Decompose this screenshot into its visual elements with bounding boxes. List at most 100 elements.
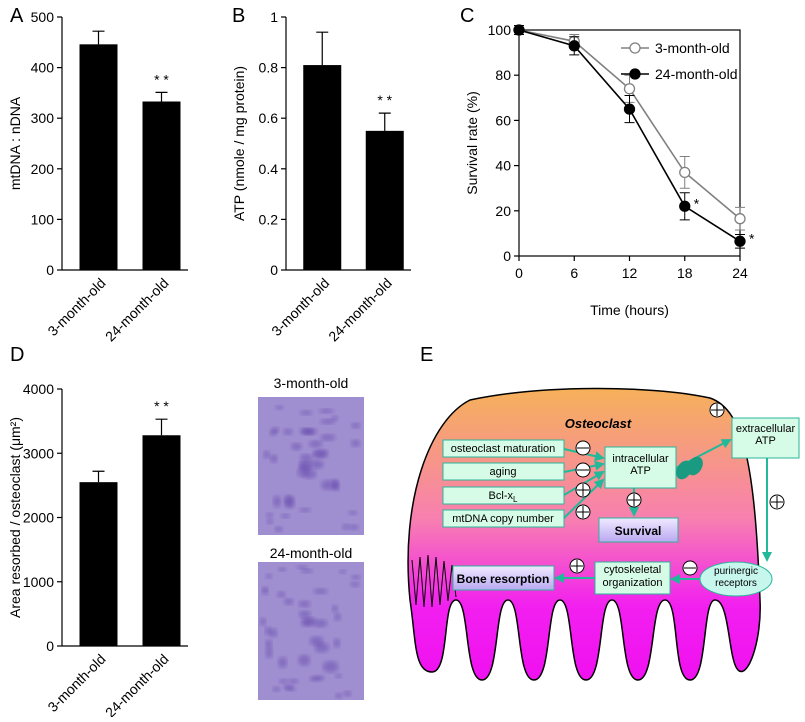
stain (298, 654, 311, 666)
error-bar (378, 112, 391, 131)
stain (298, 507, 312, 513)
stain (266, 518, 274, 525)
stain (269, 454, 278, 463)
x-tick-label: 18 (677, 265, 693, 281)
error-bar (155, 91, 168, 102)
node-wrap: purinergic receptors (714, 566, 758, 589)
stain (301, 428, 315, 435)
y-tick-label: 0 (46, 638, 54, 654)
stain (349, 524, 359, 530)
legend-label: 24-month-old (655, 66, 738, 82)
legend-marker (629, 42, 641, 54)
stain (275, 405, 284, 410)
node (452, 565, 555, 591)
bar (79, 482, 118, 646)
y-tick-label: 300 (31, 110, 55, 126)
stain (278, 656, 288, 669)
panel-letter: D (10, 344, 24, 366)
annotation: * (749, 230, 755, 246)
node-wrap: extracellular ATP (735, 423, 796, 447)
legend-marker (629, 68, 641, 80)
stain (342, 524, 351, 530)
panel-letter: E (420, 344, 433, 366)
stain (291, 442, 302, 451)
stain (313, 449, 329, 458)
x-tick-label: 24-month-old (102, 651, 172, 717)
stain (264, 626, 272, 636)
arrows (554, 439, 772, 584)
x-tick-label: 3-month-old (44, 651, 108, 715)
stain (313, 588, 328, 595)
annotation: * * (154, 71, 169, 87)
y-tick-label: 100 (488, 22, 512, 38)
stain (296, 565, 309, 570)
x-tick-label: 24-month-old (325, 275, 395, 345)
stain (348, 510, 358, 516)
line (518, 29, 741, 242)
y-tick-label: 0.6 (259, 110, 279, 126)
y-tick-label: 60 (495, 112, 511, 128)
annotation: * * (377, 92, 392, 108)
stain (300, 453, 313, 463)
node (442, 439, 565, 458)
stain (300, 568, 314, 574)
stain (350, 581, 360, 588)
node (442, 486, 565, 505)
x-tick-label: 3-month-old (268, 275, 332, 339)
node-label: extracellular ATP (735, 423, 796, 447)
micrographs: 3-month-old 24-month-old (258, 375, 364, 700)
node-label: cytoskeletal organization (602, 564, 663, 589)
stain (279, 678, 289, 684)
y-tick-label: 20 (495, 203, 511, 219)
error-bar (155, 418, 168, 436)
stain (320, 434, 336, 441)
line (518, 29, 741, 220)
error-bar (92, 30, 105, 45)
ruffled-border (411, 554, 457, 608)
stain (331, 415, 339, 421)
marker (568, 40, 580, 52)
marker (734, 235, 746, 247)
legend-label: 3-month-old (655, 40, 730, 56)
stain (351, 574, 361, 580)
node-label: intracellular ATP (612, 453, 669, 477)
stain (288, 678, 299, 684)
y-tick-label: 40 (495, 158, 511, 174)
stain (333, 638, 341, 649)
y-tick-label: 3000 (23, 445, 54, 461)
y-tick-label: 100 (31, 211, 55, 227)
y-axis-label: mtDNA : nDNA (7, 96, 23, 190)
node-label: Bcl-x (489, 490, 514, 502)
x-tick-label: 3-month-old (44, 275, 108, 339)
y-tick-label: 2000 (23, 510, 54, 526)
diagram: E Osteoclast osteoclast maturation aging… (407, 344, 800, 681)
stain (308, 440, 323, 448)
stain (335, 692, 343, 699)
stain (272, 495, 282, 508)
micrograph-label: 24-month-old (270, 545, 353, 561)
y-tick-label: 0.4 (259, 161, 279, 177)
y-axis-label: Area resorbed / osteoclast (μm²) (7, 417, 23, 618)
y-tick-label: 200 (31, 161, 55, 177)
marker (679, 166, 691, 179)
node-label: aging (490, 466, 517, 478)
stain (274, 526, 283, 533)
node-label: Bcl-xL (489, 490, 518, 504)
signs (569, 402, 785, 576)
node-label: Survival (615, 524, 662, 538)
node-wrap: intracellular ATP (612, 453, 669, 477)
bar (142, 435, 181, 646)
stain (283, 598, 294, 606)
micrograph-label: 3-month-old (274, 375, 349, 391)
error-bar (92, 470, 105, 483)
stain (332, 479, 339, 490)
stain (313, 619, 328, 628)
y-tick-label: 1000 (23, 574, 54, 590)
stain (298, 600, 311, 608)
stain (276, 591, 286, 598)
subscript: L (513, 495, 518, 504)
node-wrap: cytoskeletal organization (602, 564, 663, 589)
node (604, 446, 677, 489)
stain (350, 439, 361, 447)
x-tick-label: 24 (732, 265, 748, 281)
